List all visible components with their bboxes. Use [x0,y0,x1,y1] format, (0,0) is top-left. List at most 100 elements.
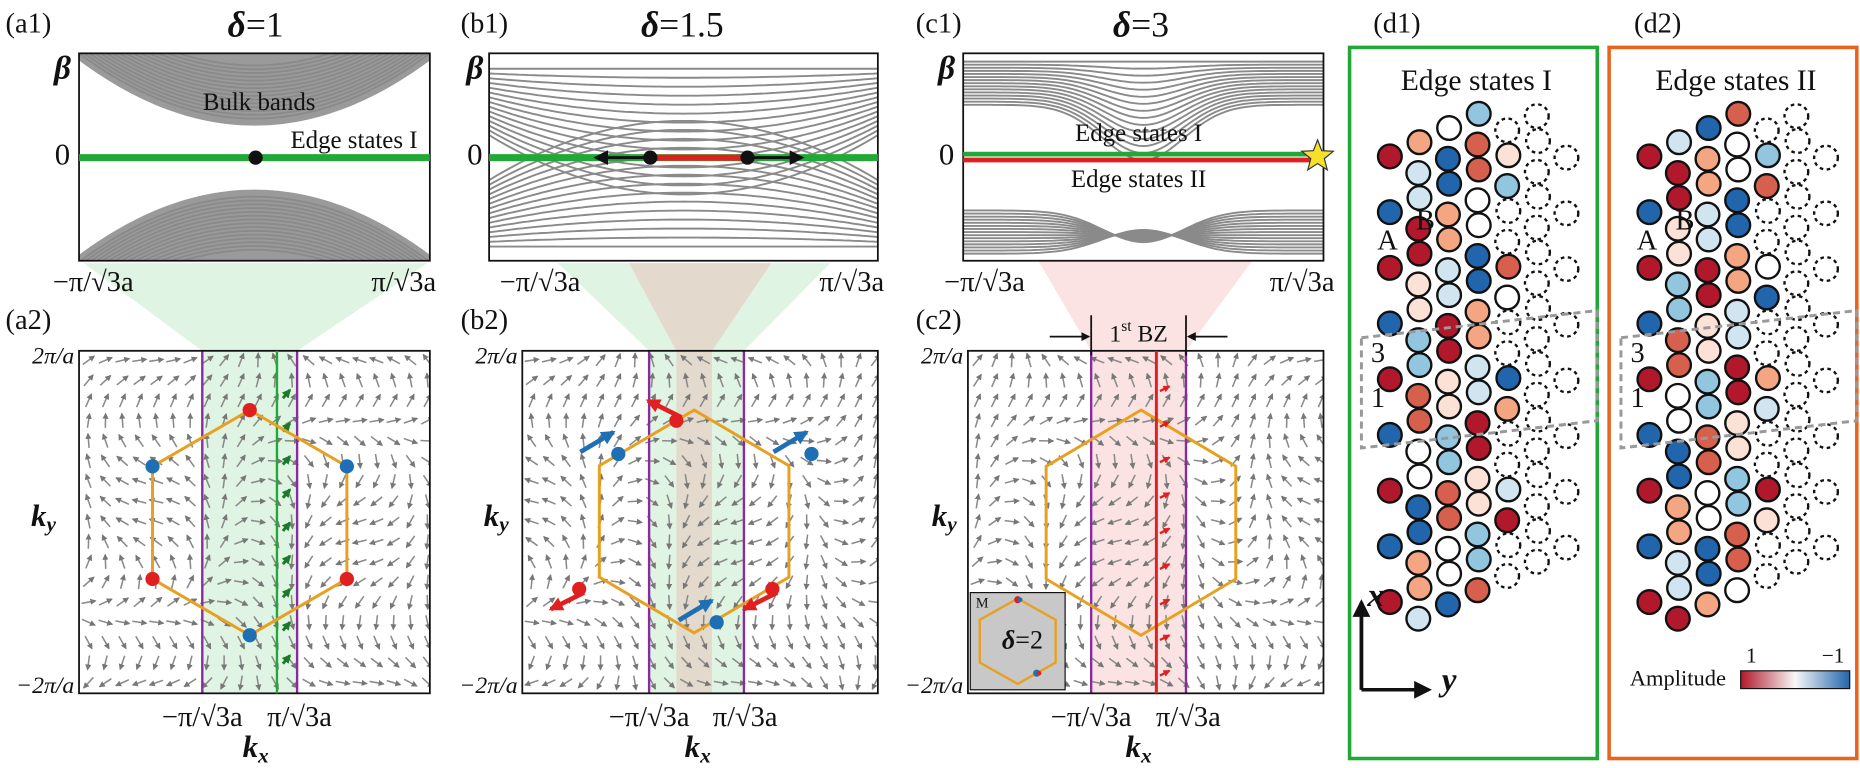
field-arrow [118,635,127,650]
field-arrow [305,372,312,388]
field-arrow [525,375,539,386]
field-arrow [1042,372,1050,388]
lattice-site [1464,465,1491,492]
field-arrow [801,353,812,367]
field-arrow [782,678,797,687]
band [489,72,878,79]
field-arrow [662,456,677,466]
field-arrow [406,635,415,650]
field-arrow [987,558,1003,565]
field-arrow [525,536,539,547]
field-arrow [169,655,177,671]
lattice-site [1494,395,1521,422]
field-arrow [1124,558,1139,566]
field-arrow [166,517,180,526]
field-arrow [1023,515,1035,528]
lattice-site [1784,406,1811,433]
field-arrow [851,558,867,565]
lattice-site [1523,437,1550,464]
field-arrow [99,475,111,487]
field-arrow [1058,555,1068,569]
field-arrow [613,635,622,650]
field-arrow [251,557,266,566]
field-arrow [649,372,656,388]
field-arrow [681,656,693,669]
field-arrow [407,494,414,510]
lattice-site [1524,183,1552,210]
lattice-site [1812,144,1840,171]
field-arrow [406,393,415,408]
field-arrow [1077,474,1084,490]
field-arrow [221,473,228,489]
annotation: Edge states II [1071,166,1206,193]
field-arrow [868,599,878,606]
lattice-site [1434,257,1461,284]
field-arrow [132,536,146,547]
lattice-site [1783,493,1810,520]
field-arrow [974,473,981,489]
berry-arrow [1159,634,1171,642]
field-arrow [820,575,828,590]
field-arrow [238,655,245,671]
field-arrow [1059,575,1067,590]
field-arrow [629,596,641,608]
field-arrow [169,393,177,408]
field-arrow [152,635,161,650]
x-label: kx [1126,730,1152,767]
field-arrow [836,615,846,629]
lattice-site [1376,143,1403,170]
lattice-site [1436,337,1463,364]
field-arrow [1039,416,1054,425]
berry-arrow [281,488,292,499]
field-arrow [1094,474,1102,489]
field-arrow [855,655,862,671]
field-arrow [786,372,793,388]
inset-zone [978,597,1057,686]
star [1300,138,1335,172]
field-arrow [115,517,129,526]
field-arrow [1211,557,1225,567]
lattice-site [1664,549,1691,576]
field-arrow [528,393,536,408]
field-arrow [834,538,849,546]
field-arrow [370,496,383,507]
lattice-site [1405,215,1432,242]
field-arrow [872,453,878,469]
field-arrow [804,615,811,631]
field-arrow [234,517,248,526]
lattice-site [1784,517,1811,544]
field-arrow [593,599,609,606]
lattice-site [1376,310,1403,337]
field-arrow [1248,675,1257,691]
field-arrow [666,494,673,510]
field-arrow [560,374,573,386]
field-arrow [1107,679,1123,686]
panel-tag: (a2) [6,305,52,336]
field-arrow [717,474,725,489]
field-arrow [717,372,724,388]
lattice-site [1523,325,1550,352]
site-label: A [1637,225,1658,256]
lattice-site [1465,323,1492,350]
field-arrow [683,594,690,611]
field-arrow [116,375,129,386]
field-arrow [1249,432,1256,448]
lattice-site [1464,577,1491,604]
field-arrow [1196,393,1205,408]
lattice-site [1434,591,1461,618]
field-arrow [524,619,540,626]
field-arrow [524,517,539,525]
unit-cell [1359,308,1599,450]
field-arrow [170,412,177,428]
lattice-site [1695,504,1722,531]
field-arrow [424,594,430,611]
field-arrow [1231,675,1238,691]
field-arrow [84,473,92,489]
field-arrow [1196,534,1205,549]
field-arrow [544,635,554,650]
field-arrow [235,495,248,507]
field-arrow [747,558,763,566]
field-arrow [664,353,674,367]
field-arrow [870,535,878,548]
field-arrow [131,497,147,504]
